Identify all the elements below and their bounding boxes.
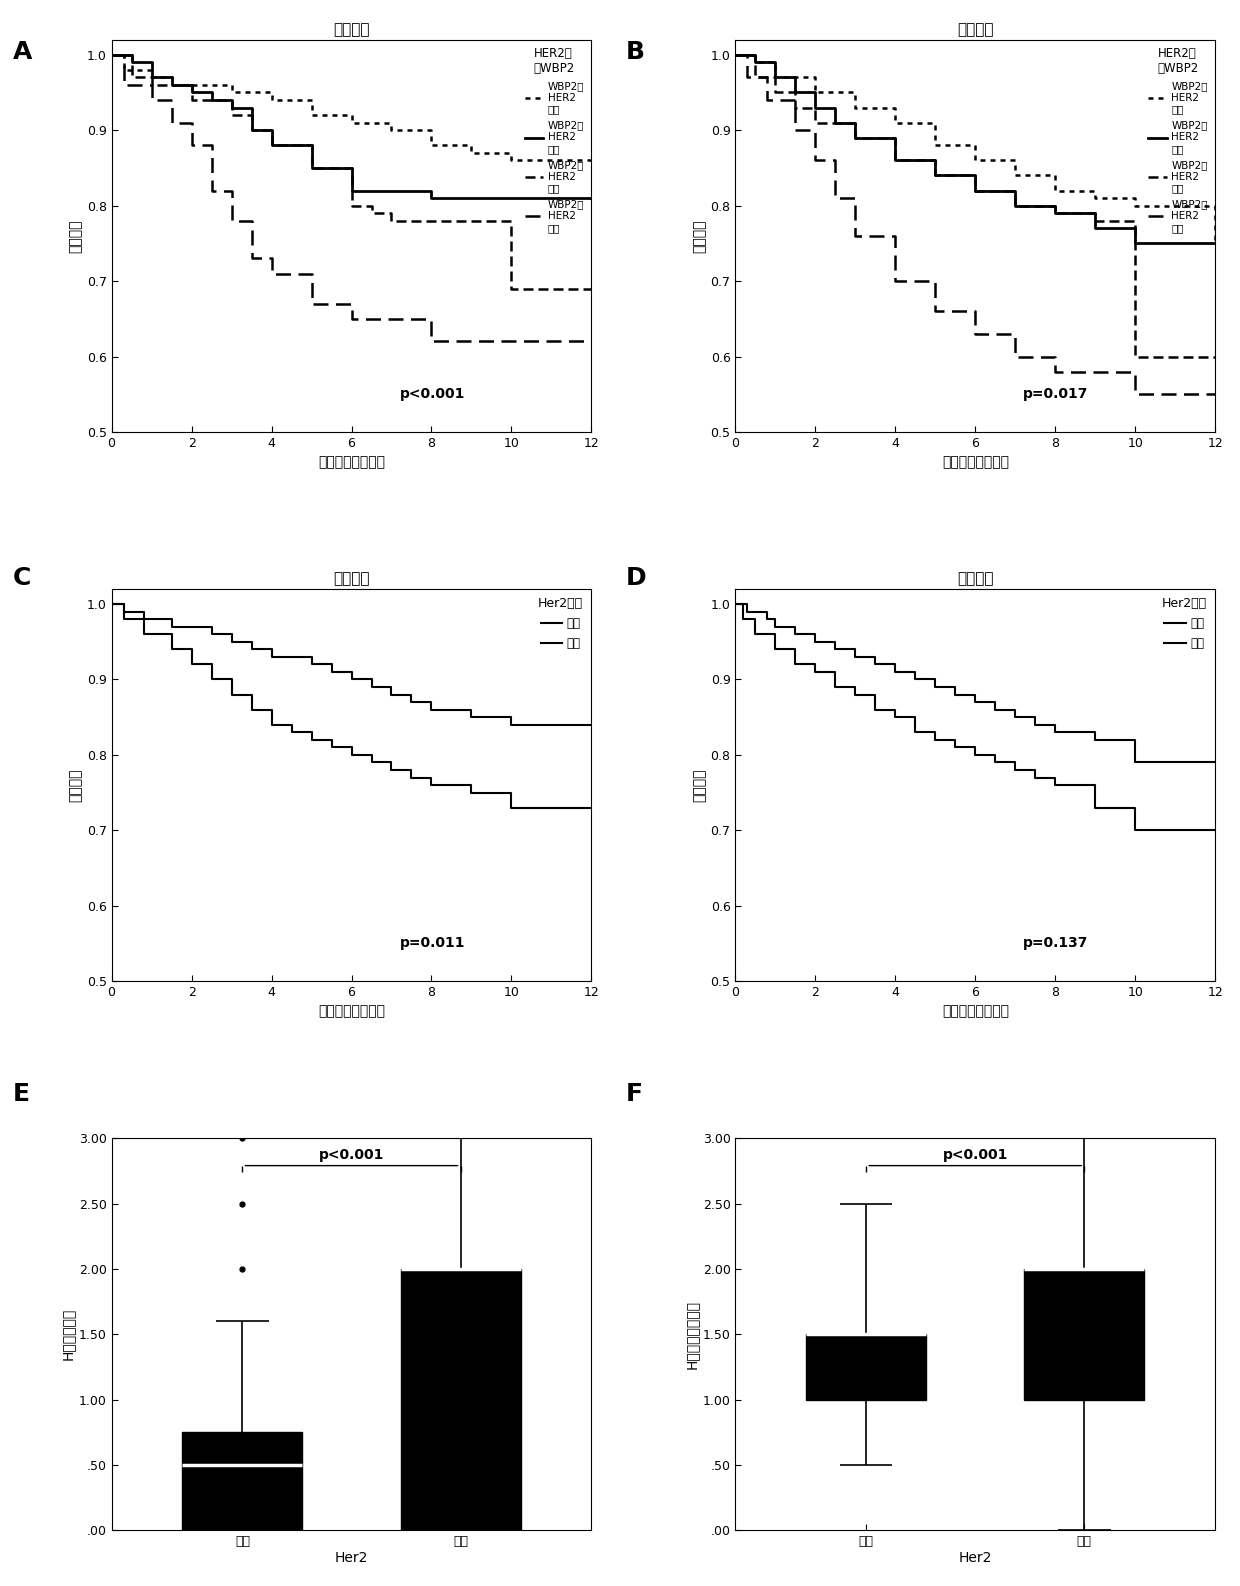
Y-axis label: H分数（细胞质）: H分数（细胞质） <box>684 1301 698 1369</box>
X-axis label: 无病生存期（年）: 无病生存期（年） <box>942 455 1009 469</box>
Text: A: A <box>12 40 32 63</box>
Bar <box>806 1334 926 1400</box>
X-axis label: 无病生存期（年）: 无病生存期（年） <box>942 1004 1009 1018</box>
Text: p<0.001: p<0.001 <box>942 1148 1008 1161</box>
Y-axis label: 累计生存: 累计生存 <box>68 219 83 252</box>
Title: 生存函数: 生存函数 <box>957 22 993 36</box>
Legend: 阴性, 阳性: 阴性, 阳性 <box>536 595 585 653</box>
Text: E: E <box>12 1082 30 1105</box>
Legend: WBP2高
HER2
阴性, WBP2高
HER2
阳性, WBP2低
HER2
阴性, WBP2低
HER2
阳性: WBP2高 HER2 阴性, WBP2高 HER2 阳性, WBP2低 HER2… <box>522 44 587 235</box>
Text: C: C <box>12 566 31 590</box>
Title: 生存函数: 生存函数 <box>334 22 370 36</box>
Text: p=0.017: p=0.017 <box>1023 387 1089 401</box>
Bar <box>401 1269 521 1530</box>
Y-axis label: H分数（核）: H分数（核） <box>61 1308 74 1361</box>
Y-axis label: 累计生存: 累计生存 <box>68 768 83 803</box>
Legend: 阴性, 阳性: 阴性, 阳性 <box>1159 595 1209 653</box>
Title: 生存函数: 生存函数 <box>334 571 370 587</box>
X-axis label: 总体生存期（年）: 总体生存期（年） <box>317 1004 384 1018</box>
Y-axis label: 累计生存: 累计生存 <box>692 768 707 803</box>
X-axis label: Her2: Her2 <box>959 1551 992 1565</box>
Text: D: D <box>626 566 647 590</box>
Text: F: F <box>626 1082 644 1105</box>
X-axis label: Her2: Her2 <box>335 1551 368 1565</box>
Text: p=0.137: p=0.137 <box>1023 936 1089 950</box>
Bar <box>1024 1269 1145 1400</box>
Y-axis label: 累计生存: 累计生存 <box>692 219 707 252</box>
Bar <box>182 1432 303 1530</box>
Text: p=0.011: p=0.011 <box>399 936 465 950</box>
Text: p<0.001: p<0.001 <box>399 387 465 401</box>
Title: 生存函数: 生存函数 <box>957 571 993 587</box>
Text: p<0.001: p<0.001 <box>319 1148 384 1161</box>
X-axis label: 总体生存期（年）: 总体生存期（年） <box>317 455 384 469</box>
Text: B: B <box>626 40 645 63</box>
Legend: WBP2高
HER2
阴性, WBP2高
HER2
阳性, WBP2低
HER2
阴性, WBP2低
HER2
阳性: WBP2高 HER2 阴性, WBP2高 HER2 阳性, WBP2低 HER2… <box>1147 44 1210 235</box>
